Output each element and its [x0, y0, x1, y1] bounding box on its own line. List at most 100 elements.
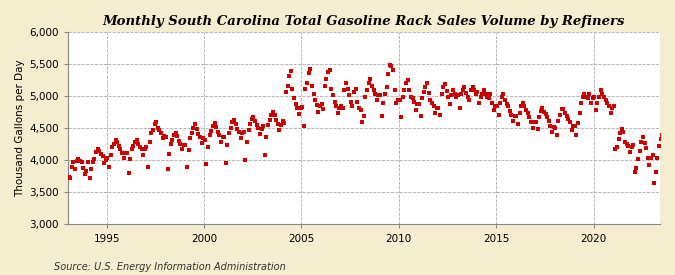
Point — [259, 152, 270, 157]
Point — [346, 100, 356, 104]
Point — [371, 98, 382, 102]
Point — [133, 142, 144, 147]
Point — [394, 98, 405, 102]
Point — [339, 88, 350, 93]
Point — [89, 157, 100, 161]
Point — [587, 96, 598, 100]
Point — [253, 126, 264, 130]
Point — [586, 101, 597, 105]
Point — [451, 95, 462, 99]
Point — [439, 82, 450, 86]
Point — [383, 72, 394, 76]
Point — [124, 171, 134, 175]
Point — [327, 93, 338, 98]
Point — [223, 131, 234, 136]
Point — [673, 137, 675, 141]
Point — [389, 87, 400, 92]
Point — [667, 216, 675, 221]
Point — [475, 95, 486, 99]
Point — [514, 111, 525, 115]
Point — [294, 112, 304, 116]
Point — [338, 106, 348, 111]
Point — [547, 130, 558, 134]
Point — [555, 112, 566, 117]
Point — [639, 141, 650, 145]
Point — [527, 125, 538, 130]
Point — [453, 93, 464, 98]
Point — [472, 89, 483, 94]
Point — [266, 112, 277, 117]
Point — [474, 101, 485, 105]
Point — [355, 108, 366, 112]
Point — [277, 118, 288, 123]
Point — [206, 129, 217, 133]
Point — [130, 140, 140, 145]
Point — [295, 106, 306, 111]
Point — [350, 87, 361, 91]
Point — [182, 165, 192, 170]
Y-axis label: Thousand Gallons per Day: Thousand Gallons per Day — [15, 59, 25, 197]
Point — [315, 104, 325, 109]
Point — [211, 125, 221, 129]
Point — [347, 104, 358, 108]
Point — [190, 122, 200, 127]
Point — [483, 96, 494, 100]
Point — [258, 123, 269, 128]
Point — [202, 145, 213, 149]
Point — [185, 136, 196, 141]
Point — [157, 136, 168, 141]
Point — [96, 152, 107, 156]
Point — [313, 109, 324, 114]
Point — [287, 87, 298, 91]
Point — [377, 114, 387, 118]
Point — [524, 115, 535, 120]
Point — [511, 114, 522, 118]
Point — [626, 145, 637, 149]
Point — [583, 96, 593, 100]
Point — [243, 128, 254, 132]
Point — [319, 84, 330, 88]
Point — [167, 138, 178, 143]
Point — [460, 91, 471, 95]
Point — [602, 101, 613, 105]
Point — [358, 114, 369, 118]
Point — [302, 81, 313, 85]
Point — [196, 141, 207, 145]
Point — [251, 123, 262, 127]
Point — [508, 119, 518, 123]
Point — [248, 114, 259, 119]
Point — [516, 104, 526, 109]
Point — [433, 106, 444, 110]
Point — [616, 127, 627, 131]
Point — [594, 95, 605, 99]
Point — [153, 125, 163, 130]
Point — [156, 131, 167, 136]
Point — [310, 98, 321, 102]
Point — [534, 115, 545, 120]
Point — [427, 101, 437, 105]
Point — [595, 88, 606, 93]
Point — [368, 88, 379, 93]
Point — [147, 128, 158, 132]
Point — [531, 120, 541, 125]
Point — [519, 104, 530, 109]
Point — [448, 88, 458, 93]
Point — [245, 122, 256, 127]
Point — [102, 156, 113, 161]
Point — [653, 143, 664, 148]
Point — [610, 147, 621, 151]
Point — [599, 95, 610, 99]
Point — [81, 168, 92, 173]
Point — [99, 161, 109, 165]
Point — [441, 89, 452, 93]
Point — [477, 91, 487, 96]
Point — [450, 91, 460, 96]
Point — [279, 121, 290, 125]
Point — [498, 91, 509, 96]
Point — [141, 145, 152, 150]
Point — [177, 147, 188, 152]
Point — [180, 143, 191, 147]
Point — [365, 77, 376, 82]
Point — [321, 77, 332, 81]
Point — [360, 95, 371, 100]
